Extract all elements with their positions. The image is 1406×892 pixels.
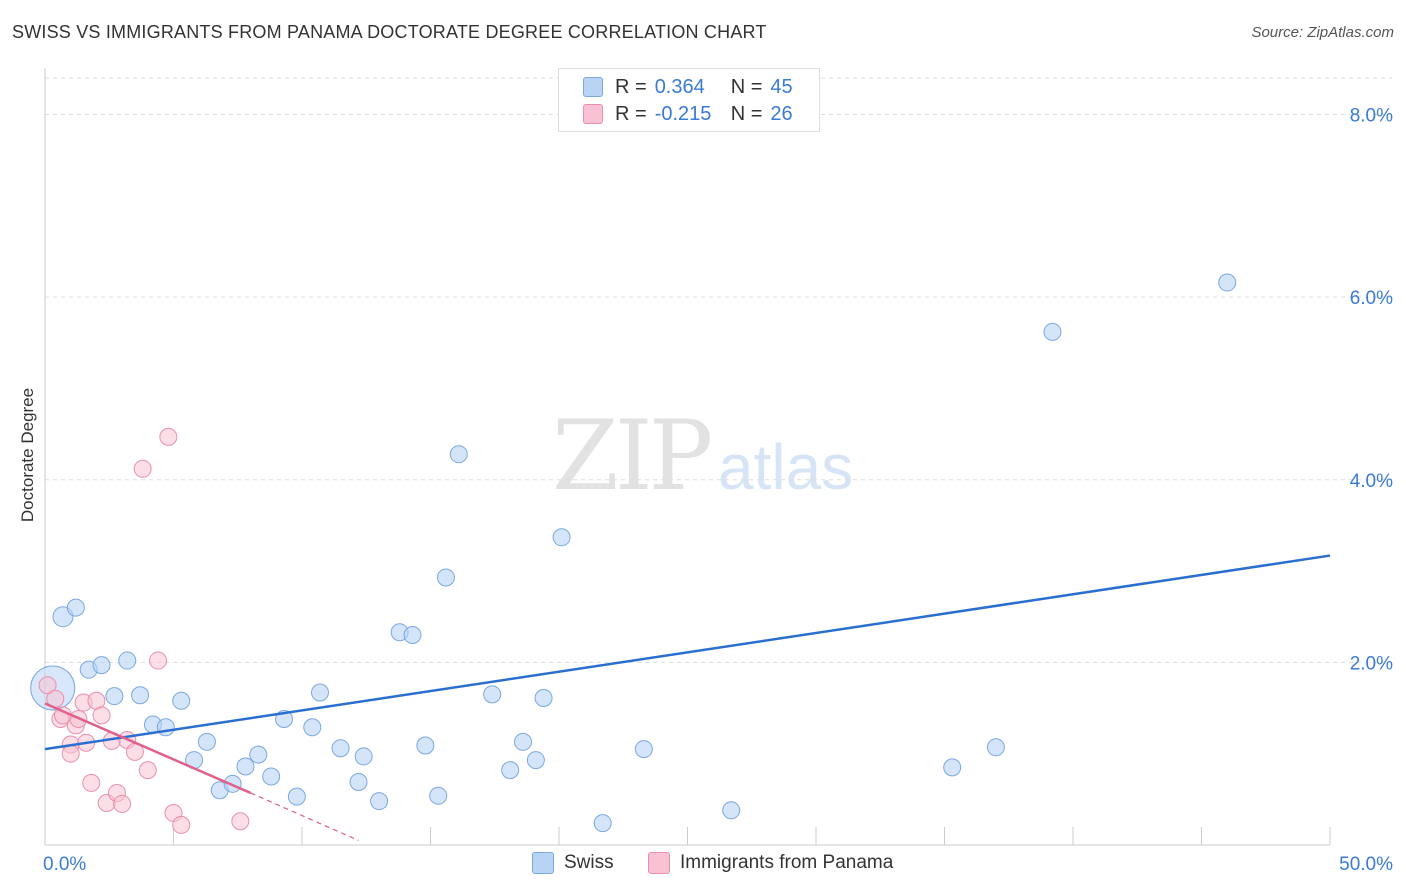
legend-row-swiss: R = 0.364 N = 45 bbox=[583, 74, 793, 100]
chart-title: SWISS VS IMMIGRANTS FROM PANAMA DOCTORAT… bbox=[12, 22, 767, 42]
panama-trend-extension bbox=[250, 792, 359, 841]
swiss-point bbox=[986, 738, 1005, 757]
series-legend: Swiss Immigrants from Panama bbox=[0, 852, 1406, 876]
n-value-swiss: 45 bbox=[770, 75, 793, 98]
panama-point bbox=[138, 761, 157, 780]
legend-label-swiss: Swiss bbox=[564, 852, 614, 873]
swiss-point bbox=[1218, 273, 1237, 292]
x-tick-label-max: 50.0% bbox=[1339, 854, 1393, 875]
swiss-point bbox=[943, 758, 962, 777]
panama-point bbox=[159, 427, 178, 446]
n-label: N = bbox=[730, 102, 763, 125]
swiss-point bbox=[436, 568, 455, 587]
r-value-panama: -0.215 bbox=[654, 102, 712, 125]
panama-point bbox=[133, 459, 152, 478]
swiss-point bbox=[287, 787, 306, 806]
swiss-point bbox=[634, 740, 653, 759]
legend-item-swiss: Swiss bbox=[532, 852, 614, 874]
swiss-point bbox=[722, 801, 741, 820]
swiss-point bbox=[92, 656, 111, 675]
swiss-point bbox=[105, 687, 124, 706]
panama-point bbox=[82, 773, 101, 792]
n-value-panama: 26 bbox=[770, 102, 793, 125]
panama-point bbox=[92, 706, 111, 725]
watermark-atlas: atlas bbox=[718, 431, 854, 503]
y-tick-label: 2.0% bbox=[1350, 653, 1393, 674]
swiss-point bbox=[354, 747, 373, 766]
panama-point bbox=[61, 744, 80, 763]
source-label: Source: ZipAtlas.com bbox=[1251, 24, 1394, 41]
y-tick-label: 6.0% bbox=[1350, 288, 1393, 309]
n-label: N = bbox=[730, 75, 763, 98]
panama-point bbox=[113, 794, 132, 813]
swiss-point bbox=[534, 688, 553, 707]
legend-row-panama: R = -0.215 N = 26 bbox=[583, 101, 793, 127]
panama-point bbox=[231, 812, 250, 831]
swiss-point bbox=[429, 786, 448, 805]
swiss-point bbox=[514, 732, 533, 751]
swiss-point bbox=[552, 528, 571, 547]
swiss-point bbox=[483, 685, 502, 704]
legend-label-panama: Immigrants from Panama bbox=[680, 852, 894, 873]
panama-point bbox=[149, 651, 168, 670]
panama-swatch bbox=[583, 104, 603, 124]
swiss-point bbox=[131, 686, 150, 705]
y-tick-label: 4.0% bbox=[1350, 471, 1393, 492]
swiss-point bbox=[310, 683, 329, 702]
swiss-point bbox=[118, 651, 137, 670]
swiss-point bbox=[197, 732, 216, 751]
swiss-point bbox=[416, 736, 435, 755]
swiss-swatch bbox=[532, 852, 554, 874]
watermark-zip: ZIP bbox=[552, 400, 713, 512]
swiss-point bbox=[262, 767, 281, 786]
r-label: R = bbox=[615, 102, 647, 125]
swiss-swatch bbox=[583, 77, 603, 97]
swiss-point bbox=[501, 761, 520, 780]
panama-point bbox=[38, 676, 57, 695]
swiss-point bbox=[66, 598, 85, 617]
swiss-point bbox=[249, 745, 268, 764]
r-label: R = bbox=[615, 75, 647, 98]
x-tick-label-min: 0.0% bbox=[43, 854, 86, 875]
swiss-point bbox=[331, 739, 350, 758]
swiss-point bbox=[236, 757, 255, 776]
swiss-point bbox=[303, 718, 322, 737]
swiss-point bbox=[593, 814, 612, 833]
swiss-point bbox=[449, 445, 468, 464]
swiss-point bbox=[526, 751, 545, 770]
swiss-point bbox=[403, 625, 422, 644]
panama-swatch bbox=[648, 852, 670, 874]
panama-trend-line bbox=[44, 702, 252, 795]
swiss-point bbox=[1043, 322, 1062, 341]
r-value-swiss: 0.364 bbox=[654, 75, 705, 98]
correlation-legend: R = 0.364 N = 45 R = -0.215 N = 26 bbox=[558, 68, 820, 132]
swiss-point bbox=[349, 772, 368, 791]
swiss-trend-line bbox=[44, 554, 1331, 751]
swiss-point bbox=[156, 718, 175, 737]
swiss-point bbox=[172, 691, 191, 710]
legend-item-panama: Immigrants from Panama bbox=[648, 852, 893, 874]
panama-point bbox=[172, 815, 191, 834]
y-tick-label: 8.0% bbox=[1350, 106, 1393, 127]
swiss-point bbox=[370, 792, 389, 811]
